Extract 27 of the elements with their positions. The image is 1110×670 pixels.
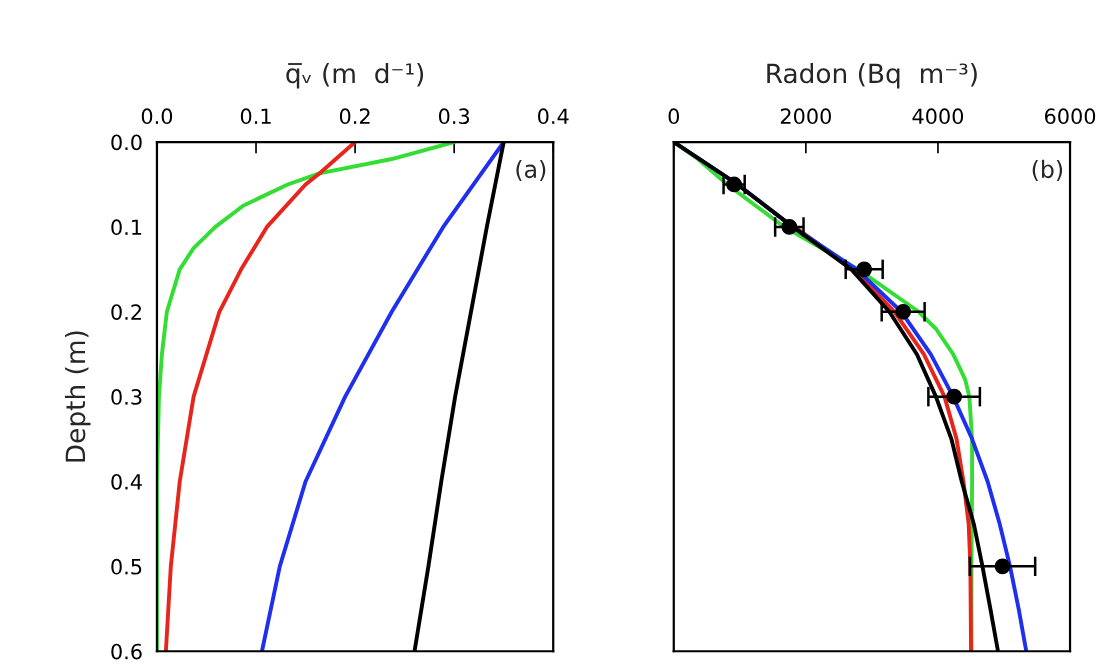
x-tick-label: 0.3	[438, 108, 470, 125]
x-tick-label: 0.4	[538, 108, 569, 125]
x-tick-label: 0	[668, 108, 680, 125]
line-series	[163, 142, 358, 652]
y-tick-label: 0.6	[111, 643, 142, 660]
point	[781, 219, 798, 235]
point	[895, 303, 912, 320]
x-tick-label: 0.2	[339, 108, 370, 125]
y-tick-label: 0.5	[111, 558, 142, 575]
x-tick-label: 2000	[780, 108, 831, 125]
x-tick-label: 0.0	[141, 108, 173, 125]
y-axis-title: Depth (m)	[64, 331, 91, 462]
point	[856, 261, 873, 278]
y-tick-label: 0.3	[111, 389, 142, 405]
annotation: (a)	[516, 159, 546, 181]
x-axis-title: q̅ᵥ (m d⁻¹)	[286, 62, 424, 89]
x-tick-label: 4000	[912, 108, 964, 125]
y-tick-label: 0.1	[111, 219, 142, 236]
y-tick-label: 0.0	[111, 134, 142, 151]
point	[946, 388, 962, 405]
annotation: (b)	[1032, 159, 1063, 181]
point	[994, 558, 1011, 575]
y-tick-label: 0.4	[111, 473, 142, 490]
x-tick-label: 6000	[1044, 108, 1096, 125]
x-axis-title: Radon (Bq m⁻³)	[767, 62, 977, 89]
y-tick-label: 0.2	[111, 304, 141, 320]
x-tick-label: 0.1	[240, 108, 271, 125]
